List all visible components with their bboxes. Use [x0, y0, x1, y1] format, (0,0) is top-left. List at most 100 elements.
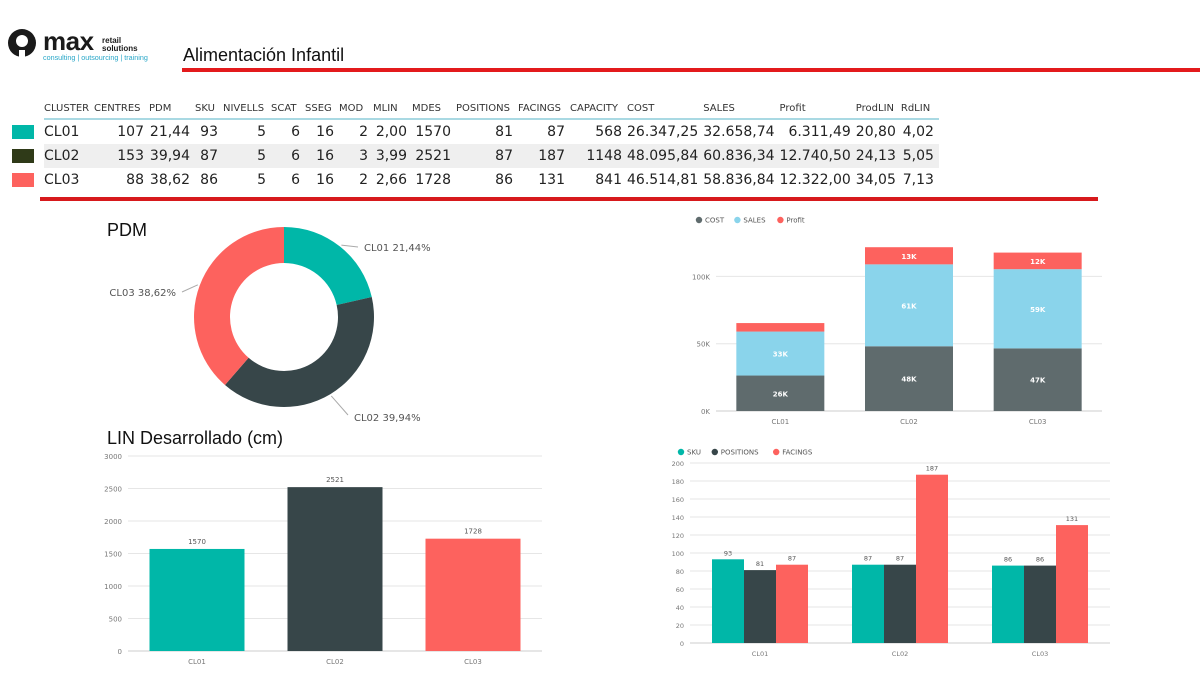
legend-marker [677, 448, 685, 456]
table-cell: 7,13 [902, 172, 934, 188]
table-cell: 32.658,74 [703, 124, 775, 140]
bar-segment-cost [865, 346, 953, 411]
cluster-swatch-cell [10, 168, 44, 192]
bar-segment-cost [736, 375, 825, 411]
column-header: PDM [149, 98, 195, 120]
cost-sales-profit-chart: 0K 50K 100K CL01 CL02 CL03 COST SALES Profit 26K 3… [692, 216, 1102, 426]
legend-marker [734, 216, 741, 224]
table-cell: 26.347,25 [627, 124, 699, 140]
title-divider [182, 68, 1200, 72]
column-header: COST [627, 98, 704, 120]
table-cell: 87 [456, 144, 518, 168]
sku-positions-facings-chart: 0 20 40 60 80 100 120 140 160 180 200 CL01 CL02 CL03 S… [672, 448, 1110, 658]
y-tick-label: 120 [672, 532, 684, 540]
y-tick-label: 500 [109, 616, 122, 624]
column-header: CLUSTER [44, 98, 94, 120]
y-tick-label: 80 [676, 568, 684, 576]
donut-data-label: CL01 21,44% [364, 243, 431, 254]
table-cell: 1570 [415, 124, 451, 140]
cluster-swatch-cell [10, 144, 44, 168]
column-header: Profit [779, 98, 856, 120]
table-cell: 841 [595, 172, 622, 188]
x-tick-label: CL03 [1032, 650, 1048, 658]
cluster-table: CLUSTER CENTRES PDM SKU NIVELLS SCAT SSE… [10, 98, 939, 192]
table-cell: 86 [200, 172, 218, 188]
bar-facings [916, 474, 948, 643]
bar-segment-cost [993, 348, 1082, 411]
legend-label: SALES [743, 217, 766, 225]
table-cell: 5 [257, 124, 266, 140]
y-tick-label: 2000 [104, 518, 122, 526]
table-cell: 20,80 [855, 124, 896, 140]
logo-wordmark: max [43, 26, 94, 56]
bar-segment-profit [736, 323, 825, 332]
x-tick-label: CL03 [1029, 418, 1047, 426]
bar-sku [852, 564, 884, 643]
y-tick-label: 1500 [104, 551, 122, 559]
bar-data-label: 81 [756, 560, 764, 568]
table-cell: CL01 [44, 124, 80, 140]
table-cell: 2,66 [375, 172, 407, 188]
y-tick-label: 200 [672, 460, 684, 468]
bar-data-label: 131 [1066, 515, 1078, 523]
legend-marker [711, 448, 718, 456]
bar-segment-sales [736, 331, 825, 376]
donut-slice-cl01 [284, 227, 372, 306]
bar-segment-sales [865, 264, 953, 347]
table-cell: 87 [195, 144, 223, 168]
table-cell: 21,44 [149, 124, 190, 140]
table-cell: 38,62 [149, 172, 190, 188]
logo-mark-icon [8, 29, 36, 60]
bar-segment-sales [993, 269, 1082, 349]
cluster-color-swatch [12, 149, 34, 163]
table-cell: 87 [547, 124, 565, 140]
table-cell: 4,02 [902, 124, 934, 140]
y-tick-label: 0K [701, 408, 710, 416]
table-cell: 46.514,81 [627, 172, 699, 188]
table-cell: 1728 [415, 172, 451, 188]
table-cell: 16 [305, 144, 339, 168]
bar-data-label: 48K [901, 376, 917, 384]
y-tick-label: 40 [676, 604, 684, 612]
table-cell: 12.322,00 [779, 172, 851, 188]
donut-data-label: CL03 38,62% [109, 288, 176, 299]
table-cell: 107 [117, 124, 144, 140]
column-header: CENTRES [94, 98, 149, 120]
table-cell: 2,00 [375, 124, 407, 140]
bar-data-label: 87 [788, 555, 796, 563]
bar-sku [992, 565, 1024, 643]
column-header: SSEG [305, 98, 339, 120]
table-cell: 6 [291, 124, 300, 140]
table-cell: 568 [595, 124, 622, 140]
column-header: SKU [195, 98, 223, 120]
bar-data-label: 87 [864, 555, 872, 563]
y-tick-label: 3000 [104, 453, 122, 461]
bar-data-label: 26K [773, 390, 789, 398]
y-tick-label: 20 [676, 622, 684, 630]
table-cell: 12.740,50 [779, 144, 856, 168]
logo-subtext: solutions [102, 44, 138, 53]
logo-tagline: consulting | outsourcing | training [43, 53, 148, 62]
y-tick-label: 100K [692, 273, 710, 281]
column-header: CAPACITY [570, 98, 627, 120]
table-cell: 34,05 [855, 172, 896, 188]
donut-data-label: CL02 39,94% [354, 413, 421, 424]
bar-data-label: 87 [896, 555, 904, 563]
y-tick-label: 2500 [104, 486, 122, 494]
table-cell: 131 [538, 172, 565, 188]
donut-slice-cl02 [224, 297, 374, 407]
column-header: MDES [412, 98, 456, 120]
y-tick-label: 0 [118, 648, 122, 656]
y-tick-label: 180 [672, 478, 684, 486]
legend-marker [695, 216, 703, 224]
bar-data-label: 1728 [464, 528, 482, 536]
bar-positions [1024, 565, 1056, 643]
y-tick-label: 50K [697, 341, 711, 349]
bar-cl01 [149, 548, 245, 651]
bar-data-label: 13K [901, 253, 917, 261]
y-tick-label: 0 [680, 640, 684, 648]
column-header: POSITIONS [456, 98, 518, 120]
cluster-color-swatch [12, 124, 34, 139]
bar-data-label: 12K [1030, 258, 1046, 266]
bar-data-label: 187 [926, 465, 938, 473]
